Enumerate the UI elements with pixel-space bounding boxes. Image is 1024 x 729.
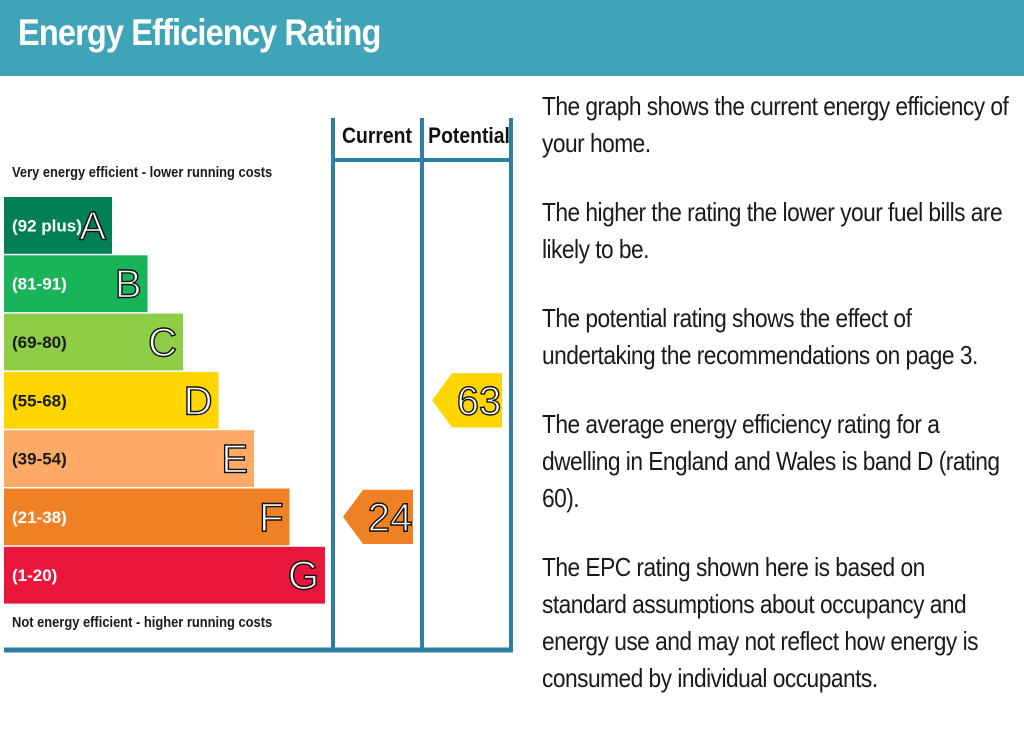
band-range-label-e: (39-54) — [12, 450, 67, 469]
potential-column-header: Potential — [428, 123, 510, 148]
header-bar: Energy Efficiency Rating — [0, 0, 1024, 76]
band-letter-f: F — [259, 496, 283, 540]
band-letter-b: B — [115, 263, 142, 307]
band-range-label-f: (21-38) — [12, 508, 67, 527]
epc-chart: (92 plus) A (81-91) B (69-80) C (55-68) D (39-54… — [0, 0, 520, 700]
description-paragraph-1: The graph shows the current energy effic… — [542, 91, 1009, 158]
bottom-efficiency-label: Not energy efficient - higher running co… — [12, 614, 273, 631]
band-bar-e — [4, 430, 254, 487]
band-bar-c — [4, 313, 183, 371]
band-letter-e: E — [221, 438, 248, 482]
band-letter-a: A — [79, 204, 106, 248]
band-letter-c: C — [148, 321, 177, 365]
band-range-label-g: (1-20) — [12, 566, 57, 585]
current-rating-arrow — [343, 489, 413, 545]
description-paragraph-5: The EPC rating shown here is based on st… — [542, 552, 978, 693]
current-column-header: Current — [342, 123, 412, 148]
band-bar-a — [4, 197, 112, 254]
band-range-label-c: (69-80) — [12, 333, 67, 352]
potential-rating-arrow — [432, 373, 502, 428]
description-panel: The graph shows the current energy effic… — [542, 88, 1024, 729]
band-letter-g: G — [288, 554, 319, 598]
current-rating-value: 24 — [368, 496, 413, 540]
band-bar-g — [4, 546, 325, 604]
band-range-label-b: (81-91) — [12, 275, 67, 294]
epc-chart-svg: (92 plus)A (81-91) B (69-80) C (55-68) D (39-54… — [4, 118, 513, 653]
band-bar-d — [4, 371, 219, 429]
band-bar-b — [4, 255, 148, 313]
band-range-label-d: (55-68) — [12, 391, 67, 410]
potential-rating-value: 63 — [457, 379, 502, 423]
band-range-label-a: (92 plus) — [12, 216, 82, 235]
description-paragraph-2: The higher the rating the lower your fue… — [542, 197, 1003, 264]
description-paragraph-4: The average energy efficiency rating for… — [542, 409, 1000, 513]
description-paragraph-3: The potential rating shows the effect of… — [542, 303, 978, 370]
page-title: Energy Efficiency Rating — [18, 12, 381, 53]
band-letter-d: D — [184, 379, 213, 423]
band-bar-f — [4, 488, 290, 546]
top-efficiency-label: Very energy efficient - lower running co… — [12, 164, 273, 181]
